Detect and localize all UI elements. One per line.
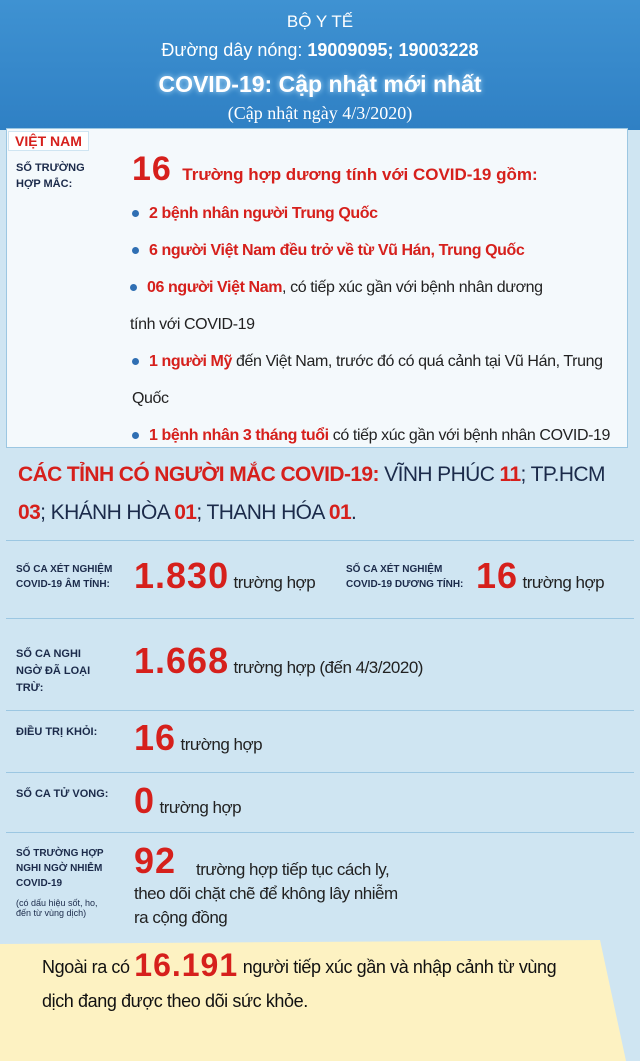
negative-row: 1.830 trường hợp [134, 555, 316, 597]
province: VĨNH PHÚC 11; [384, 463, 526, 486]
negative-label: SỐ CA XÉT NGHIỆM COVID-19 ÂM TÍNH: [16, 564, 113, 590]
date: (Cập nhật ngày 4/3/2020) [227, 103, 413, 123]
excluded-unit: trường hợp (đến 4/3/2020) [233, 658, 424, 677]
footer-bg [0, 940, 626, 1061]
divider [6, 618, 634, 619]
province-name: VĨNH PHÚC [384, 463, 495, 486]
divider [6, 540, 634, 541]
deaths-value: 0 [134, 780, 156, 821]
sep: ; [520, 463, 527, 486]
footer: Ngoài ra có 16.191 người tiếp xúc gần và… [42, 948, 562, 1018]
case-item: 1 người Mỹ đến Việt Nam, trước đó có quá… [132, 343, 622, 417]
case-count: 16 [132, 150, 172, 188]
province: TP.HCM 03; [18, 463, 605, 524]
sep: ; [40, 501, 46, 524]
case-item: 06 người Việt Nam, có tiếp xúc gần với b… [130, 269, 570, 343]
divider [6, 832, 634, 833]
province: KHÁNH HÒA 01; [50, 501, 203, 524]
case-list: 2 bệnh nhân người Trung Quốc 6 người Việ… [130, 195, 622, 454]
hotline-number: 19009095; 19003228 [307, 40, 479, 60]
divider [6, 710, 634, 711]
vietnam-panel [6, 128, 628, 448]
recovered-value: 16 [134, 717, 177, 758]
excluded-value: 1.668 [134, 640, 230, 681]
hotline-label: Đường dây nóng: [161, 40, 303, 60]
provinces-label: CÁC TỈNH CÓ NGƯỜI MẮC COVID-19: [18, 463, 380, 486]
province-count: 01 [174, 501, 197, 524]
positive-label: SỐ CA XÉT NGHIỆM COVID-19 DƯƠNG TÍNH: [346, 564, 464, 590]
positive-row: 16 trường hợp [476, 555, 605, 597]
deaths-label: SỐ CA TỬ VONG: [16, 788, 109, 800]
title: COVID-19: Cập nhật mới nhất [158, 71, 482, 97]
suspected-value: 92 [134, 840, 177, 881]
sep: . [351, 501, 357, 524]
negative-unit: trường hợp [233, 573, 316, 592]
deaths-unit: trường hợp [159, 798, 242, 817]
recovered-label: ĐIỀU TRỊ KHỎI: [16, 726, 98, 738]
suspected-label: SỐ TRƯỜNG HỢP NGHI NGỜ NHIỄM COVID-19 [16, 848, 104, 889]
case-item: 1 bệnh nhân 3 tháng tuổi có tiếp xúc gần… [132, 417, 622, 454]
positive-value: 16 [476, 555, 519, 596]
province-count: 03 [18, 501, 41, 524]
suspected-unit: trường hợp tiếp tục cách ly, theo dõi ch… [134, 860, 398, 927]
sep: ; [196, 501, 202, 524]
province: THANH HÓA 01. [207, 501, 357, 524]
province-name: TP.HCM [530, 463, 606, 486]
negative-value: 1.830 [134, 555, 230, 596]
hotline: Đường dây nóng: 19009095; 19003228 [0, 40, 640, 61]
header: BỘ Y TẾ Đường dây nóng: 19009095; 190032… [0, 0, 640, 130]
province-count: 01 [328, 501, 352, 524]
case-text: Trường hợp dương tính với COVID-19 gồm: [182, 165, 538, 184]
province-name: THANH HÓA [206, 501, 325, 524]
item-text: đến Việt Nam, trước đó có quá cảnh tại V… [132, 353, 603, 407]
case-item: 6 người Việt Nam đều trở về từ Vũ Hán, T… [132, 232, 622, 269]
suspected-note: (có dấu hiệu sốt, ho, đến từ vùng dịch) [16, 898, 98, 918]
item-bold: 2 bệnh nhân người Trung Quốc [149, 205, 378, 222]
item-bold: 1 người Mỹ [149, 353, 232, 370]
excluded-label: SỐ CA NGHI NGỜ ĐÃ LOẠI TRỪ: [16, 648, 91, 694]
footer-suffix: người tiếp xúc gần và nhập cảnh từ vùng … [42, 957, 557, 1011]
item-text: có tiếp xúc gần với bệnh nhân COVID-19 [328, 427, 611, 444]
item-text: , có tiếp xúc gần với bệnh nhân dương tí… [130, 279, 543, 333]
recovered-row: 16 trường hợp [134, 717, 263, 759]
tag: VIỆT NAM [8, 131, 89, 151]
deaths-row: 0 trường hợp [134, 780, 242, 822]
excluded-row: 1.668 trường hợp (đến 4/3/2020) [134, 640, 423, 682]
footer-value: 16.191 [134, 947, 239, 983]
province-count: 11 [499, 463, 522, 486]
case-count-row: 16 Trường hợp dương tính với COVID-19 gồ… [132, 150, 538, 189]
item-bold: 06 người Việt Nam [147, 279, 283, 296]
divider [6, 772, 634, 773]
org: BỘ Y TẾ [286, 12, 354, 31]
provinces: CÁC TỈNH CÓ NGƯỜI MẮC COVID-19: VĨNH PHÚ… [18, 456, 618, 532]
positive-unit: trường hợp [522, 573, 605, 592]
case-item: 2 bệnh nhân người Trung Quốc [132, 195, 622, 232]
footer-prefix: Ngoài ra có [42, 957, 130, 977]
case-label: SỐ TRƯỜNG HỢP MẮC: [16, 162, 85, 190]
item-bold: 6 người Việt Nam đều trở về từ Vũ Hán, T… [149, 242, 525, 259]
recovered-unit: trường hợp [180, 735, 263, 754]
item-bold: 1 bệnh nhân 3 tháng tuổi [149, 427, 329, 444]
province-name: KHÁNH HÒA [50, 501, 170, 524]
